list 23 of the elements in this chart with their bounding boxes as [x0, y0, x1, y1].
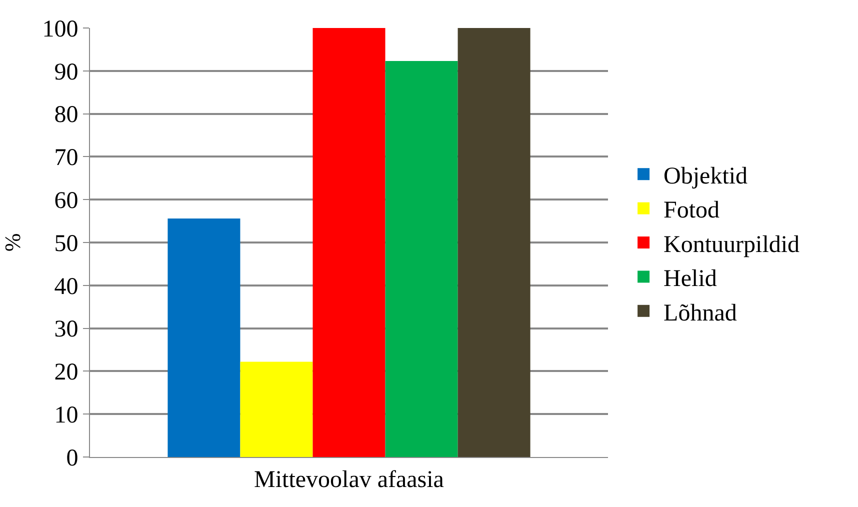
legend-label: Lõhnad — [664, 300, 737, 326]
y-tick-label: 10 — [54, 402, 78, 428]
bar — [240, 362, 313, 457]
y-tick-label: 40 — [54, 274, 78, 300]
y-tick-label: 90 — [54, 59, 78, 86]
y-tick-label: 60 — [54, 188, 78, 214]
legend-label: Fotod — [664, 198, 720, 224]
legend-label: Objektid — [664, 163, 748, 190]
bar — [168, 218, 240, 457]
bar — [458, 28, 530, 457]
y-tick-label: 100 — [42, 16, 78, 42]
legend-label: Kontuurpildid — [664, 232, 800, 258]
legend-label: Helid — [664, 266, 717, 292]
x-tick-label: Mittevoolav afaasia — [254, 466, 444, 493]
y-tick-label: 50 — [54, 230, 78, 257]
y-tick-label: 70 — [54, 145, 78, 172]
bar — [385, 61, 458, 457]
y-tick-label: 30 — [54, 316, 78, 343]
y-tick-label: 0 — [66, 445, 78, 472]
y-tick-label: 20 — [54, 360, 78, 386]
bar — [312, 28, 386, 457]
y-axis-title: % — [0, 233, 25, 252]
y-tick-label: 80 — [54, 102, 78, 128]
